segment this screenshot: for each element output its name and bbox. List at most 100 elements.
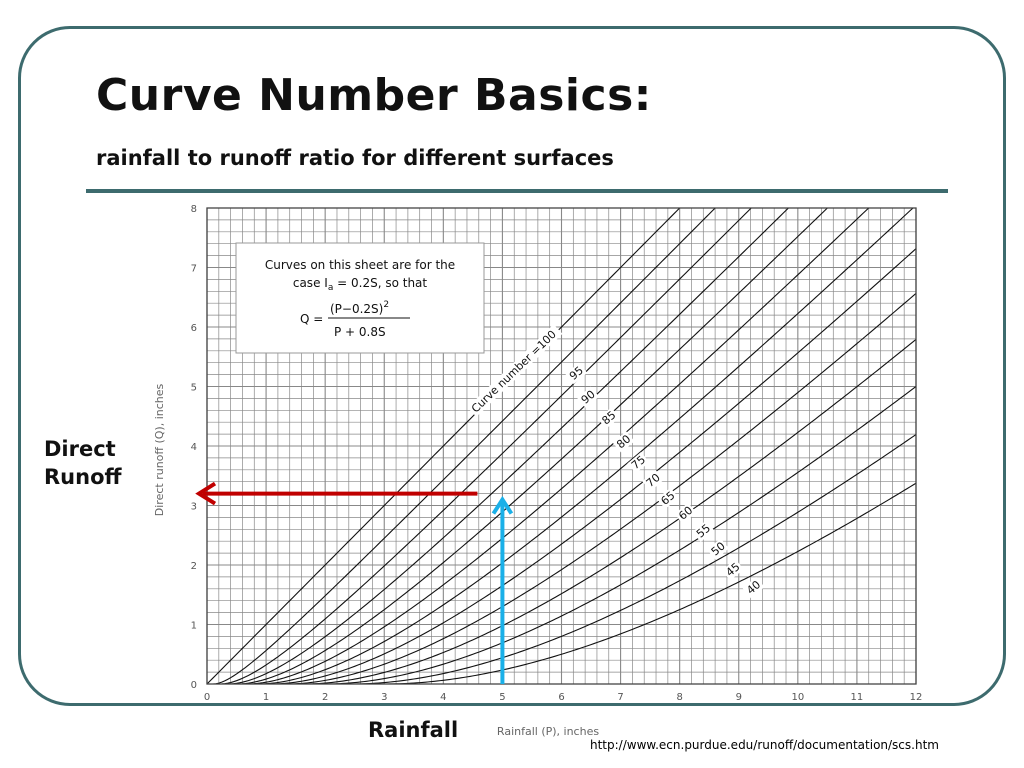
- curve-label-group: 50: [707, 538, 729, 560]
- curve-label-bg: [656, 487, 679, 510]
- y-tick-label: 0: [191, 680, 197, 691]
- curve-label: 60: [676, 504, 695, 523]
- formula-note: Curves on this sheet are for the case Ia…: [235, 242, 485, 354]
- curve-label: 45: [723, 560, 742, 579]
- note-line1: Curves on this sheet are for the: [265, 258, 455, 272]
- curve-label-group: 85: [597, 407, 620, 429]
- direct-runoff-label-line1: Direct: [44, 437, 116, 461]
- rainfall-label: Rainfall: [368, 718, 459, 742]
- note-eq-num-text: (P−0.2S): [330, 302, 383, 316]
- note-eq-den: P + 0.8S: [334, 325, 386, 339]
- x-tick-label: 0: [204, 692, 210, 703]
- curve-label-bg: [674, 502, 697, 524]
- curve-label-bg: [612, 431, 635, 453]
- slide-subtitle: rainfall to runoff ratio for different s…: [96, 146, 614, 170]
- y-tick-label: 3: [191, 502, 197, 513]
- curve-label-bg: [707, 538, 729, 560]
- x-tick-label: 10: [791, 692, 804, 703]
- direct-runoff-label-line2: Runoff: [44, 465, 122, 489]
- x-tick-label: 11: [851, 692, 864, 703]
- title-divider: [86, 189, 948, 193]
- curve-label-group: 90: [577, 386, 600, 408]
- curve-label-bg: [742, 577, 765, 599]
- x-tick-label: 8: [676, 692, 682, 703]
- curve-cn-60: [207, 293, 916, 684]
- curve-label-group: 40: [742, 577, 765, 599]
- y-tick-label: 7: [191, 264, 197, 275]
- source-url: http://www.ecn.purdue.edu/runoff/documen…: [590, 738, 939, 752]
- curve-label: 75: [629, 453, 648, 472]
- curve-label: 80: [614, 432, 633, 451]
- y-tick-label: 8: [191, 204, 197, 215]
- curve-label: 85: [599, 409, 618, 428]
- chart-axes: [206, 207, 917, 685]
- y-tick-label: 4: [191, 442, 197, 453]
- slide-title: Curve Number Basics:: [96, 70, 652, 121]
- curve-cn-45: [207, 434, 916, 684]
- curve-label: 95: [567, 364, 586, 383]
- note-line2-b: = 0.2S, so that: [333, 276, 427, 290]
- runoff-arrow-head: [195, 481, 217, 506]
- note-line2-a: case I: [293, 276, 328, 290]
- curve-labels: Curve number =100 95908580757065605550454…: [467, 324, 765, 599]
- note-line2: case Ia = 0.2S, so that: [293, 276, 428, 293]
- note-eq-lhs: Q =: [300, 312, 323, 326]
- plot-border: [206, 207, 917, 685]
- y-tick-label: 1: [191, 621, 197, 632]
- rainfall-arrow-head: [491, 495, 514, 515]
- curve-label-group: 80: [612, 431, 635, 453]
- note-line2-sub: a: [328, 283, 334, 293]
- x-tick-label: 9: [736, 692, 742, 703]
- curve-label-bg: [565, 362, 588, 385]
- curve-label-group: 75: [627, 452, 650, 474]
- curve-cn-75: [207, 208, 870, 684]
- chart-curves: [207, 208, 916, 684]
- x-tick-label: 1: [263, 692, 269, 703]
- curve-cn-70: [207, 208, 914, 684]
- curve-cn-80: [207, 208, 829, 684]
- curve-cn-100: [207, 208, 681, 684]
- curve-label-group: 55: [692, 520, 715, 542]
- formula-note-box: [235, 242, 485, 354]
- x-tick-label: 2: [322, 692, 328, 703]
- curve-label-bg: [597, 407, 620, 429]
- curve-label: 70: [644, 471, 663, 490]
- x-tick-label: 5: [499, 692, 505, 703]
- curve-label: 55: [694, 522, 713, 541]
- curve-label-group: 95: [565, 362, 588, 385]
- x-axis-title: Rainfall (P), inches: [497, 725, 599, 738]
- note-eq-exp: 2: [383, 300, 389, 310]
- curve-label-bg: [642, 469, 665, 492]
- curve-label-group: 45: [721, 559, 744, 581]
- curve-cn-90: [207, 208, 753, 684]
- curve-label-bg: [721, 559, 744, 581]
- x-tick-label: 7: [617, 692, 623, 703]
- curve-cn-50: [207, 386, 916, 684]
- annotation-arrows: [195, 481, 514, 684]
- curve-cn-55: [207, 338, 916, 684]
- curve-cn-85: [207, 208, 790, 684]
- curve-label-bg: [692, 520, 715, 542]
- curve-label-group: 70: [642, 469, 665, 492]
- direct-runoff-label: Direct Runoff: [44, 435, 122, 491]
- x-tick-label: 6: [558, 692, 564, 703]
- x-tick-label: 4: [440, 692, 446, 703]
- y-tick-label: 2: [191, 561, 197, 572]
- curve-cn-95: [207, 208, 716, 684]
- curve-cn-40: [207, 482, 916, 684]
- curve-label: 90: [579, 388, 598, 407]
- curve-label-bg: [467, 324, 563, 417]
- x-tick-label: 3: [381, 692, 387, 703]
- x-tick-label: 12: [910, 692, 923, 703]
- y-axis-title: Direct runoff (Q), inches: [153, 383, 166, 516]
- y-tick-label: 6: [191, 323, 197, 334]
- curve-label-bg: [577, 386, 600, 408]
- y-tick-label: 5: [191, 383, 197, 394]
- note-eq-num: (P−0.2S)2: [330, 300, 389, 316]
- slide-frame: [18, 26, 1006, 706]
- curve-label-bg: [627, 452, 650, 474]
- curve-label: 40: [744, 578, 763, 597]
- curve-cn-65: [207, 248, 916, 684]
